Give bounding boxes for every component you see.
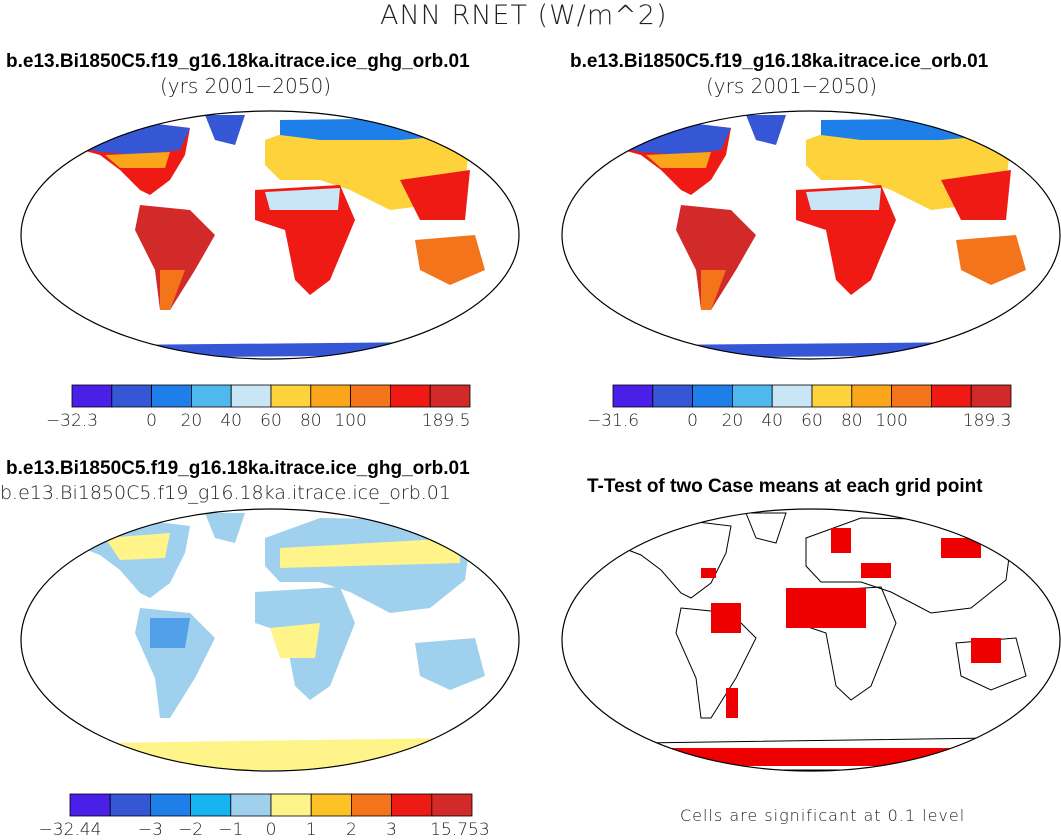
africa-land bbox=[796, 185, 896, 295]
colorbar-swatch bbox=[692, 384, 733, 408]
colorbar-tick-label: 189.5 bbox=[421, 411, 471, 431]
colorbar-diff bbox=[69, 793, 473, 817]
colorbar-tick-label: 60 bbox=[801, 411, 823, 431]
colorbar-tick-label: 80 bbox=[299, 411, 322, 431]
map-case2 bbox=[561, 110, 1061, 360]
colorbar-tick-label: 20 bbox=[721, 411, 744, 431]
figure-title: ANN RNET (W/m^2) bbox=[380, 0, 668, 31]
map-case1 bbox=[20, 110, 520, 360]
colorbar-swatch bbox=[190, 793, 232, 817]
colorbar-swatch bbox=[310, 384, 352, 408]
colorbar-swatch bbox=[851, 384, 893, 408]
colorbar-swatch bbox=[230, 793, 272, 817]
colorbar-swatch bbox=[310, 793, 352, 817]
greenland-land bbox=[746, 115, 786, 145]
panel-case2-title: b.e13.Bi1850C5.f19_g16.18ka.itrace.ice_o… bbox=[570, 51, 989, 72]
colorbar-swatch bbox=[891, 384, 932, 408]
colorbar-tick-label: 189.3 bbox=[962, 411, 1012, 431]
colorbar-swatch bbox=[69, 793, 111, 817]
north-america-outline bbox=[622, 519, 732, 599]
colorbar-swatch bbox=[429, 384, 471, 408]
africa-land bbox=[255, 185, 355, 295]
panel-ttest-title: T-Test of two Case means at each grid po… bbox=[587, 476, 983, 497]
map-diff bbox=[20, 508, 520, 772]
australia-land bbox=[415, 638, 485, 690]
south-america-land bbox=[676, 205, 756, 310]
panel-case2-subtitle: (yrs 2001−2050) bbox=[706, 74, 877, 98]
colorbar-tick-label: 40 bbox=[761, 411, 783, 431]
panel-case1-subtitle: (yrs 2001−2050) bbox=[160, 74, 331, 98]
greenland-land bbox=[205, 115, 245, 145]
colorbar-swatch bbox=[270, 384, 312, 408]
colorbar-tick-label: 0 bbox=[265, 820, 277, 840]
greenland-outline bbox=[745, 512, 787, 544]
colorbar-tick-label: −1 bbox=[218, 820, 244, 840]
significant-cells bbox=[651, 528, 1001, 766]
colorbar-tick-label: 60 bbox=[260, 411, 282, 431]
significance-note: Cells are significant at 0.1 level bbox=[680, 806, 966, 825]
colorbar-tick-label: 100 bbox=[875, 411, 908, 431]
greenland-land bbox=[205, 513, 245, 543]
colorbar-swatch bbox=[191, 384, 232, 408]
colorbar-swatch bbox=[71, 384, 113, 408]
colorbar-swatch bbox=[150, 793, 192, 817]
colorbar-case2 bbox=[612, 384, 1012, 408]
australia-land bbox=[415, 235, 485, 285]
panel-diff-title: b.e13.Bi1850C5.f19_g16.18ka.itrace.ice_g… bbox=[6, 458, 470, 479]
colorbar-tick-label: 40 bbox=[220, 411, 242, 431]
colorbar-swatch bbox=[811, 384, 853, 408]
colorbar-swatch bbox=[350, 793, 392, 817]
colorbar-swatch bbox=[930, 384, 972, 408]
colorbar-swatch bbox=[652, 384, 693, 408]
colorbar-swatch bbox=[230, 384, 272, 408]
panel-diff-subtitle: b.e13.Bi1850C5.f19_g16.18ka.itrace.ice_o… bbox=[0, 482, 451, 504]
colorbar-tick-label: −32.44 bbox=[38, 820, 102, 840]
colorbar-tick-label: 0 bbox=[687, 411, 698, 431]
colorbar-case1 bbox=[71, 384, 471, 408]
colorbar-swatch bbox=[151, 384, 192, 408]
colorbar-tick-label: 1 bbox=[305, 820, 317, 840]
colorbar-tick-label: −2 bbox=[178, 820, 204, 840]
australia-land bbox=[956, 235, 1026, 285]
colorbar-swatch bbox=[970, 384, 1012, 408]
panel-case1-title: b.e13.Bi1850C5.f19_g16.18ka.itrace.ice_g… bbox=[6, 51, 470, 72]
south-america-land bbox=[135, 205, 215, 310]
colorbar-tick-label: 80 bbox=[840, 411, 863, 431]
colorbar-swatch bbox=[612, 384, 654, 408]
colorbar-swatch bbox=[732, 384, 773, 408]
australia-outline bbox=[955, 637, 1027, 691]
map-ttest bbox=[561, 508, 1061, 772]
colorbar-swatch bbox=[771, 384, 813, 408]
colorbar-tick-label: −32.3 bbox=[45, 411, 99, 431]
colorbar-swatch bbox=[391, 793, 433, 817]
colorbar-swatch bbox=[350, 384, 391, 408]
colorbar-swatch bbox=[109, 793, 151, 817]
colorbar-tick-label: 100 bbox=[334, 411, 367, 431]
colorbar-tick-label: 3 bbox=[386, 820, 397, 840]
colorbar-swatch bbox=[111, 384, 152, 408]
colorbar-swatch bbox=[389, 384, 431, 408]
colorbar-tick-label: 20 bbox=[180, 411, 203, 431]
colorbar-tick-label: 0 bbox=[146, 411, 157, 431]
colorbar-swatch bbox=[431, 793, 473, 817]
colorbar-tick-label: 15.753 bbox=[430, 820, 490, 840]
colorbar-tick-label: −31.6 bbox=[586, 411, 640, 431]
colorbar-tick-label: 2 bbox=[345, 820, 357, 840]
colorbar-tick-label: −3 bbox=[137, 820, 163, 840]
colorbar-swatch bbox=[270, 793, 312, 817]
